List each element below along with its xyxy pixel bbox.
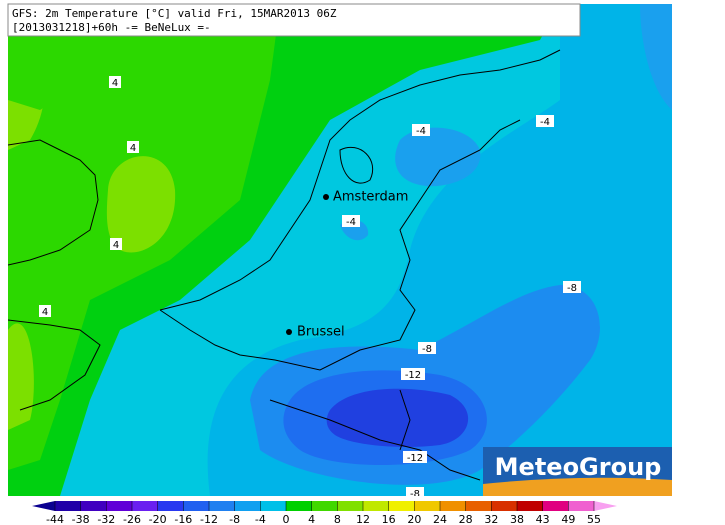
contour-label-box (110, 238, 122, 250)
contour-label-box (39, 305, 51, 317)
contour-label: -12 (407, 453, 423, 464)
contour-label-box (403, 451, 427, 463)
contour-label-box (412, 124, 430, 136)
city-marker (286, 329, 292, 335)
colorbar-label: -38 (72, 513, 90, 525)
colorbar-end (32, 501, 55, 511)
colorbar-label: 8 (334, 513, 341, 525)
colorbar-segment (80, 501, 107, 511)
colorbar-label: -26 (123, 513, 141, 525)
logo: MeteoGroup (495, 453, 662, 481)
header-line: [2013031218]+60h -= BeNeLux =- (12, 21, 211, 34)
colorbar-label: 55 (587, 513, 601, 525)
contour-label: -8 (410, 489, 420, 500)
contour-label-box (536, 115, 554, 127)
colorbar-label: 38 (510, 513, 524, 525)
contour-label-box (563, 281, 581, 293)
colorbar-segment (260, 501, 287, 511)
colorbar-label: 12 (356, 513, 370, 525)
city-name: Amsterdam (333, 190, 408, 205)
coastlines (8, 49, 561, 481)
colorbar-label: 16 (382, 513, 396, 525)
colorbar-label: -16 (174, 513, 192, 525)
city-name: Brussel (297, 325, 345, 340)
contour-label: -12 (405, 370, 421, 381)
colorbar-segment (440, 501, 467, 511)
colorbar-label: -8 (229, 513, 240, 525)
colorbar-end (594, 501, 617, 511)
contour-label: 4 (42, 307, 48, 318)
contour-label: 4 (112, 78, 118, 89)
colorbar-segment (157, 501, 184, 511)
colorbar-segment (311, 501, 338, 511)
colorbar-segment (388, 501, 415, 511)
contour-label-box (401, 368, 425, 380)
contour-label-box (342, 215, 360, 227)
colorbar-label: -32 (97, 513, 115, 525)
contour-label-box (418, 342, 436, 354)
city-marker (323, 194, 329, 200)
colorbar-label: 20 (407, 513, 421, 525)
colorbar-label: 28 (459, 513, 473, 525)
colorbar-label: -20 (149, 513, 167, 525)
contour-label: -4 (416, 126, 426, 137)
map-field: 44444-4-4-4-8-8-12-12-8 Amsterdam Brusse… (8, 4, 672, 500)
colorbar-segment (55, 501, 82, 511)
colorbar-segment (234, 501, 261, 511)
colorbar-segment (363, 501, 390, 511)
colorbar-label: -4 (255, 513, 266, 525)
logo-stripe (483, 477, 672, 496)
colorbar-segment (209, 501, 236, 511)
colorbar-segment (491, 501, 518, 511)
colorbar-label: -44 (46, 513, 64, 525)
contour-label: -8 (567, 283, 577, 294)
colorbar-segment (542, 501, 569, 511)
colorbar-label: 49 (561, 513, 575, 525)
colorbar-segment (414, 501, 441, 511)
colorbar-label: 4 (308, 513, 315, 525)
colorbar-segment (132, 501, 159, 511)
contour-label: 4 (130, 143, 136, 154)
colorbar-segment (465, 501, 492, 511)
contour-label-box (109, 76, 121, 88)
colorbar-label: 24 (433, 513, 447, 525)
colorbar-label: 32 (484, 513, 498, 525)
contour-labels: 44444-4-4-4-8-8-12-12-8 (39, 76, 581, 500)
colorbar-label: -12 (200, 513, 218, 525)
contour-label: 4 (113, 240, 119, 251)
colorbar: -44 -38 -32 -26 -20 -16 -12 -8 -4 0 4 8 12 16 20 24 28 32… (32, 501, 617, 525)
colorbar-segment (183, 501, 210, 511)
contour-label: -4 (346, 217, 356, 228)
contour-label: -4 (540, 117, 550, 128)
header-box (7, 3, 581, 37)
colorbar-segment (106, 501, 133, 511)
contour-label-box (127, 141, 139, 153)
contour-label: -8 (422, 344, 432, 355)
colorbar-segment (286, 501, 313, 511)
contour-label-box (406, 487, 424, 496)
colorbar-segment (337, 501, 364, 511)
colorbar-segment (517, 501, 544, 511)
colorbar-segment (568, 501, 595, 511)
header-line: GFS: 2m Temperature [°C] valid Fri, 15MA… (12, 7, 337, 20)
colorbar-label: 43 (536, 513, 550, 525)
colorbar-label: 0 (283, 513, 290, 525)
